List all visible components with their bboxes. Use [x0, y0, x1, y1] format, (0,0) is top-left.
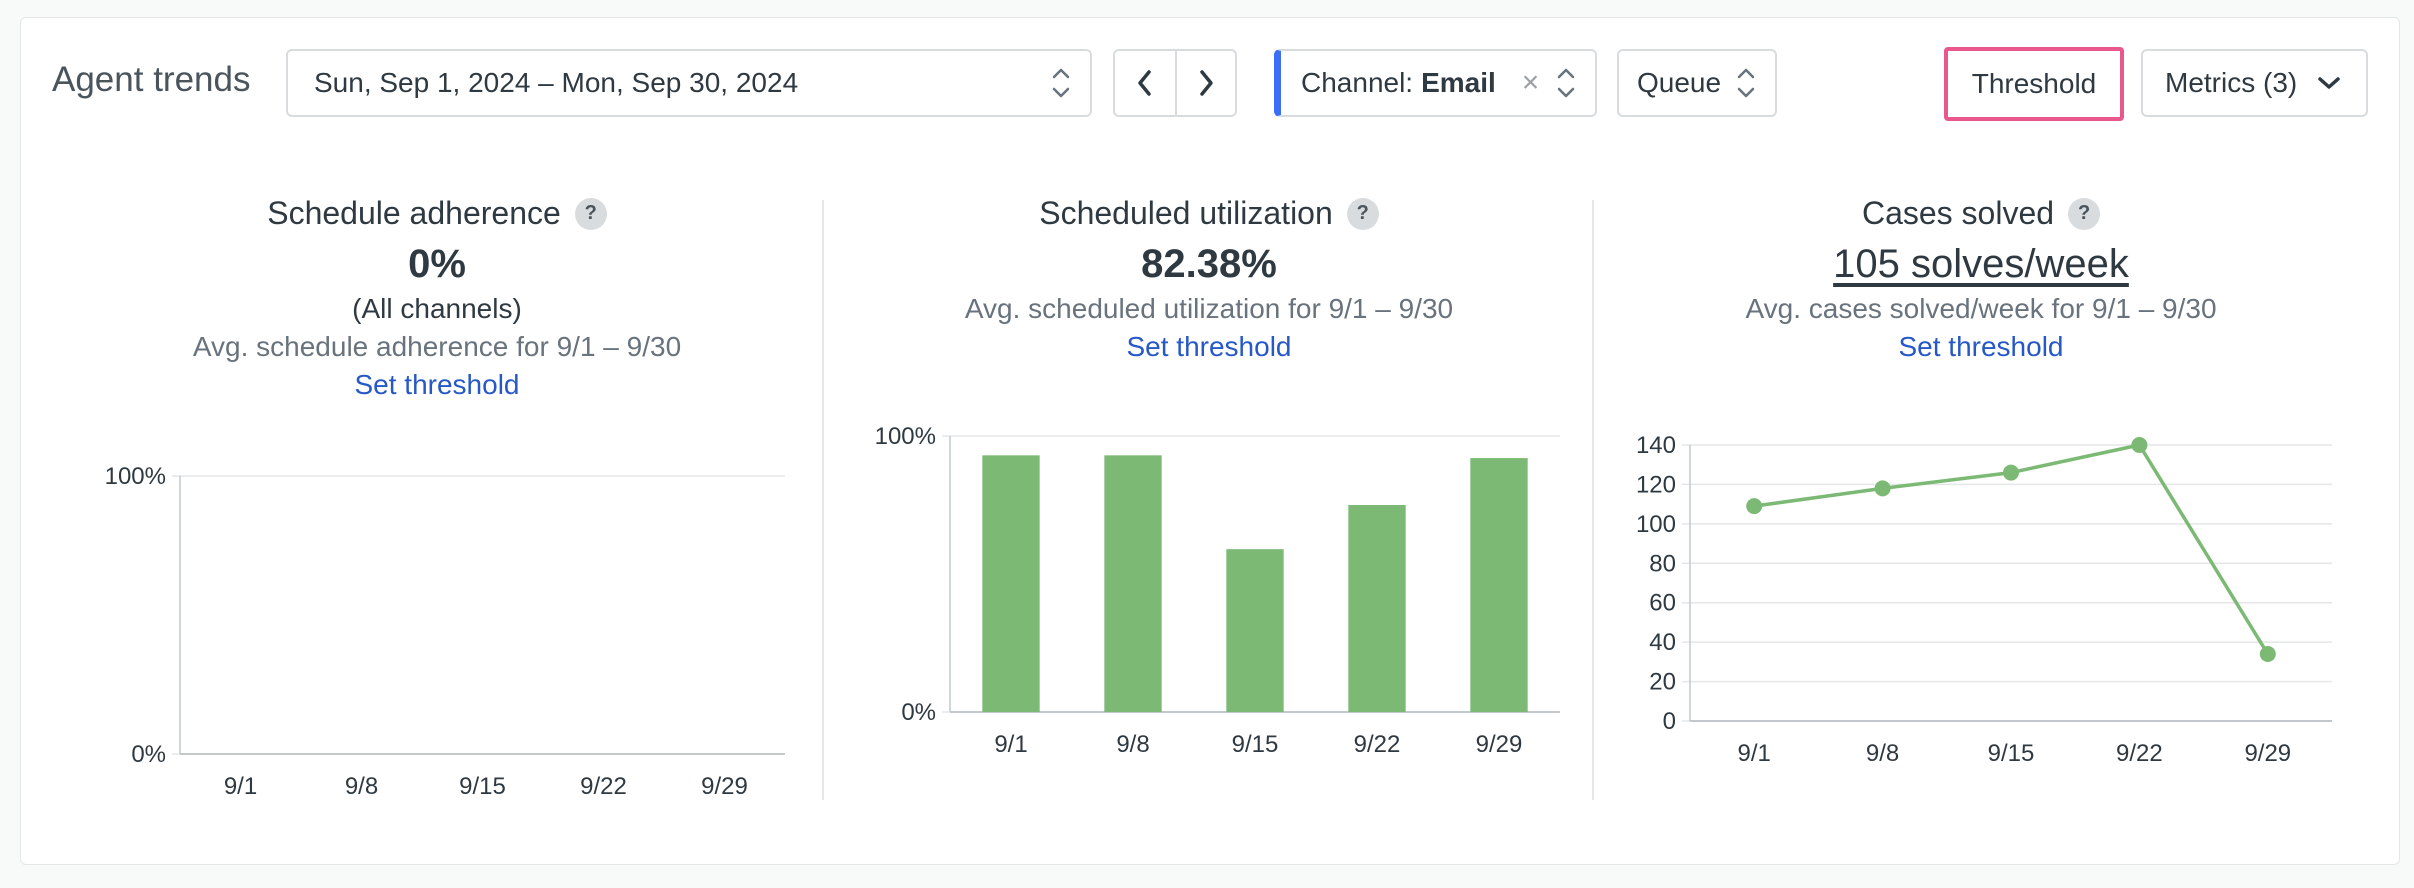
y-tick-label: 100%	[105, 463, 166, 490]
x-tick-label: 9/22	[580, 773, 627, 800]
next-period-button[interactable]	[1175, 51, 1235, 115]
queue-filter[interactable]: Queue	[1617, 49, 1777, 117]
data-point	[2003, 464, 2019, 481]
channel-filter-value: Email	[1421, 67, 1496, 98]
metric-average-caption: Avg. cases solved/week for 9/1 – 9/30	[1745, 293, 2217, 324]
y-tick-label: 100	[1636, 511, 1676, 538]
y-tick-label: 0	[1663, 708, 1676, 735]
data-point	[2131, 437, 2148, 453]
previous-period-button[interactable]	[1115, 51, 1175, 115]
metric-channel-note: (All channels)	[352, 293, 522, 324]
x-tick-label: 9/29	[2244, 740, 2291, 767]
sort-updown-icon	[1052, 68, 1070, 98]
chevron-left-icon	[1138, 70, 1151, 96]
schedule-adherence-chart: 0% 100% 9/1 9/8 9/15 9/22 9/29	[105, 463, 785, 800]
chevron-down-icon	[2318, 77, 2340, 89]
metric-title: Schedule adherence	[267, 195, 561, 231]
sort-updown-icon	[1737, 68, 1755, 98]
queue-filter-label: Queue	[1637, 67, 1722, 98]
threshold-button[interactable]: Threshold	[1944, 47, 2124, 121]
help-icon[interactable]: ?	[1346, 197, 1379, 230]
x-tick-label: 9/1	[994, 731, 1027, 758]
date-range-select[interactable]: Sun, Sep 1, 2024 – Mon, Sep 30, 2024	[286, 49, 1092, 117]
data-point	[1746, 498, 1763, 515]
x-tick-label: 9/1	[1738, 740, 1771, 767]
date-range-value: Sun, Sep 1, 2024 – Mon, Sep 30, 2024	[314, 67, 799, 98]
x-tick-label: 9/22	[1354, 731, 1401, 758]
bar	[1104, 455, 1162, 712]
metric-value-link[interactable]: 105 solves/week	[1833, 242, 2129, 286]
y-tick-label: 40	[1649, 629, 1676, 656]
y-tick-label: 140	[1636, 432, 1676, 459]
panel-divider	[822, 200, 824, 800]
y-tick-label: 100%	[875, 423, 936, 450]
channel-filter[interactable]: Channel: Email ×	[1274, 49, 1597, 117]
set-threshold-link[interactable]: Set threshold	[354, 369, 520, 400]
metric-value: 0%	[408, 242, 466, 286]
cases-solved-chart: 0 20 40 60 80 100 120 140 9/1 9/8 9/15 9/22 9/29	[1636, 432, 2332, 767]
page-title: Agent trends	[52, 60, 251, 99]
y-tick-label: 20	[1649, 669, 1676, 696]
metric-title: Cases solved	[1861, 195, 2055, 231]
x-tick-label: 9/8	[1866, 740, 1899, 767]
clear-filter-icon[interactable]: ×	[1521, 66, 1540, 99]
metrics-dropdown-label: Metrics (3)	[2165, 67, 2298, 98]
y-tick-label: 120	[1636, 471, 1676, 498]
metric-average-caption: Avg. scheduled utilization for 9/1 – 9/3…	[964, 293, 1454, 324]
x-tick-label: 9/1	[224, 773, 257, 800]
set-threshold-link[interactable]: Set threshold	[1126, 331, 1292, 362]
metric-value: 82.38%	[1141, 242, 1277, 286]
y-tick-label: 0%	[901, 699, 936, 726]
x-tick-label: 9/29	[1476, 731, 1523, 758]
y-tick-label: 0%	[131, 741, 166, 768]
help-icon[interactable]: ?	[574, 197, 607, 230]
cases-solved-header: Cases solved ? 105 solves/week Avg. case…	[1601, 195, 2361, 363]
x-tick-label: 9/15	[1232, 731, 1279, 758]
metric-title: Scheduled utilization	[1039, 195, 1333, 231]
y-tick-label: 80	[1649, 550, 1676, 577]
x-tick-label: 9/29	[701, 773, 748, 800]
scheduled-utilization-chart: 0% 100% 9/1 9/8 9/15 9/22 9/29	[875, 423, 1560, 758]
help-icon[interactable]: ?	[2068, 197, 2101, 230]
x-tick-label: 9/15	[459, 773, 506, 800]
scheduled-utilization-header: Scheduled utilization ? 82.38% Avg. sche…	[829, 195, 1589, 363]
x-tick-label: 9/22	[2116, 740, 2163, 767]
agent-trends-card	[20, 17, 2400, 865]
x-tick-label: 9/8	[345, 773, 378, 800]
date-nav-group	[1113, 49, 1237, 117]
sort-updown-icon	[1557, 68, 1575, 98]
panel-divider	[1592, 200, 1594, 800]
x-tick-label: 9/8	[1116, 731, 1149, 758]
y-tick-label: 60	[1649, 590, 1676, 617]
metrics-dropdown[interactable]: Metrics (3)	[2141, 49, 2368, 117]
bar	[1348, 505, 1406, 712]
data-point	[2259, 645, 2276, 662]
data-point	[1874, 480, 1891, 497]
x-tick-label: 9/15	[1988, 740, 2035, 767]
metric-average-caption: Avg. schedule adherence for 9/1 – 9/30	[192, 331, 682, 362]
schedule-adherence-header: Schedule adherence ? 0% (All channels) A…	[57, 195, 817, 401]
bar	[982, 455, 1040, 712]
bar	[1470, 458, 1528, 712]
set-threshold-link[interactable]: Set threshold	[1898, 331, 2064, 362]
channel-filter-label: Channel:	[1301, 67, 1414, 98]
bar	[1226, 549, 1284, 712]
chevron-right-icon	[1200, 70, 1213, 96]
